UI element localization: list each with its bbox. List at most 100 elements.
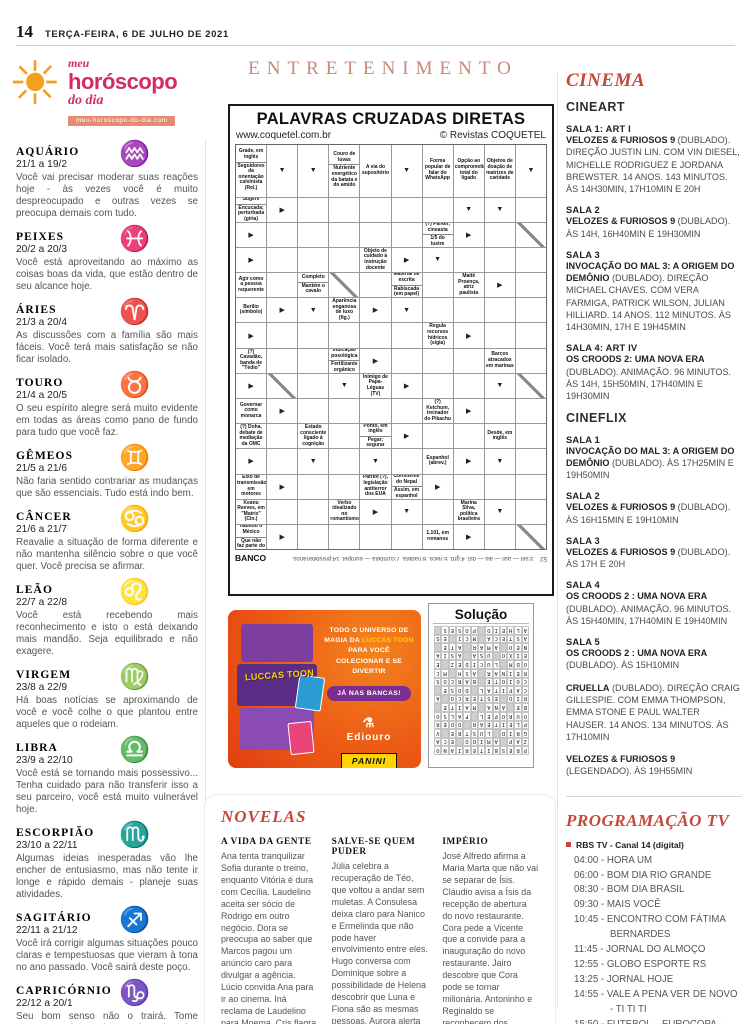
crossword-cell [267, 323, 298, 348]
zodiac-symbol-icon: ♓ [119, 225, 151, 254]
arrow-icon: ▶ [248, 256, 254, 264]
cinema-session: SALA 5 OS CROODS 2 : UMA NOVA ERA (DUBLA… [566, 637, 742, 672]
arrow-icon: ▶ [466, 332, 472, 340]
arrow-icon: ▼ [403, 167, 411, 174]
crossword-cell [484, 399, 515, 424]
session-info: (DUBLADO). DIREÇÃO MICHAEL CHAVES. COM V… [566, 273, 731, 333]
crossword-cell: ▶ [453, 399, 484, 424]
arrow-icon: ▶ [279, 307, 285, 315]
crossword-cell [515, 373, 546, 398]
session-room: SALA 2 [566, 205, 600, 216]
arrow-icon: ▶ [248, 231, 254, 239]
horoscope-sign: AQUÁRIO ♒ 21/1 a 19/2 Você vai precisar … [16, 142, 200, 221]
crossword-cell [267, 247, 298, 273]
session-details: OS CROODS 2 : UMA NOVA ERA (DUBLADO). ÀS… [566, 647, 742, 672]
tv-show-row: 14:55 - VALE A PENA VER DE NOVO - TI TI … [574, 989, 738, 1015]
crossword-cell: ▶ [267, 298, 298, 323]
crossword-cell: Marina Silva, política brasileira [453, 499, 484, 524]
crossword-cell: ▼ [484, 197, 515, 222]
crossword-cell [391, 449, 422, 474]
arrow-icon: ▼ [403, 306, 411, 314]
novela-item: IMPÉRIO José Alfredo afirma a Maria Mart… [442, 837, 539, 1024]
sign-name: CAPRICÓRNIO [16, 984, 112, 997]
crossword-cell: Eixo de transmissão em motores [236, 474, 267, 499]
crossword-cell [484, 222, 515, 247]
horoscope-sign: TOURO ♉ 21/4 a 20/5 O seu espírito alegr… [16, 372, 200, 439]
crossword-cell [298, 247, 329, 273]
clue-text-secondary: Fertilizante orgânico [329, 360, 360, 373]
crossword-copyright: © Revistas COQUETEL [439, 129, 546, 141]
sign-dates: 23/8 a 22/9 [16, 681, 67, 693]
crossword-cell: ▶ [267, 197, 298, 222]
arrow-icon: ▼ [309, 457, 317, 465]
crossword-cell: Patriot (?), legislação antiterror dos E… [360, 474, 391, 499]
sign-name: ÁRIES [16, 303, 57, 316]
entertainment-column: ENTRETENIMENTO PALAVRAS CRUZADAS DIRETAS… [204, 58, 556, 1024]
crossword-cell [298, 222, 329, 247]
crossword-cell [298, 197, 329, 222]
crossword-cell [391, 348, 422, 373]
crossword-cell: ▶ [236, 247, 267, 273]
horoscope-sign: VIRGEM ♍ 23/8 a 22/9 Há boas notícias se… [16, 664, 200, 731]
novela-title: A VIDA DA GENTE [221, 837, 312, 847]
clue-text: (?) Ketchum, treinador do Pikachu [424, 399, 451, 422]
crossword-cell [453, 474, 484, 499]
crossword-cell: (?) Ketchum, treinador do Pikachu [422, 399, 453, 424]
clue-text-secondary: 1/5 do lustre [422, 234, 453, 247]
cinema-session: SALA 1: ART I VELOZES & FURIOSOS 9 (DUBL… [566, 124, 742, 195]
clue-text: (?) Parker, cineasta [425, 222, 450, 233]
crossword-cell: ▶ [453, 323, 484, 348]
crossword-cell [267, 499, 298, 524]
sign-name: CÂNCER [16, 510, 72, 523]
crossword-cell: Forma popular de falar do WhatsApp [422, 144, 453, 197]
sign-dates: 21/6 a 21/7 [16, 523, 67, 535]
clue-text: Maitê Proença, atriz paulista [458, 273, 480, 296]
crossword-cell: Agir como a pessoa requerente [236, 273, 267, 298]
banco-number: 52 [539, 554, 547, 562]
crossword-cell: Grade, em inglês Seguidores da orientaçã… [236, 144, 267, 197]
crossword-cell [391, 399, 422, 424]
clue-text: Indicação posológica [331, 348, 358, 359]
novela-summary: José Alfredo afirma a Maria Marta que nã… [442, 851, 539, 1024]
session-info: (DUBLADO). DIREÇÃO JUSTIN LIN. COM VIN D… [566, 135, 740, 195]
logo-site-url: meu-horoscopo-do-dia.com [68, 115, 176, 126]
tv-show-row: 08:30 - BOM DIA BRASIL [574, 884, 685, 896]
ad-trading-card [287, 720, 315, 756]
sign-text: Algumas ideias inesperadas vão lhe enche… [16, 852, 198, 900]
crossword-cell [515, 449, 546, 474]
sign-dates: 21/3 a 20/4 [16, 316, 67, 328]
crossword-cell [298, 524, 329, 550]
crossword-cell: Sugere Encucada; perturbada (gíria) [236, 197, 267, 222]
header-divider [16, 45, 735, 46]
sign-name: AQUÁRIO [16, 146, 80, 158]
crossword-cell: 1.101, em romanos [422, 524, 453, 550]
arrow-icon: ▶ [248, 332, 254, 340]
session-details: VELOZES & FURIOSOS 9 (DUBLADO). ÀS 14H, … [566, 215, 742, 240]
zodiac-symbol-icon: ♎ [119, 735, 151, 764]
crossword-cell: Civilização que habitou o México Que não… [236, 524, 267, 550]
clue-text: Governar como monarca [239, 401, 263, 419]
crossword-cell [453, 298, 484, 323]
theater-name-cineflix: CINEFLIX [566, 410, 627, 425]
crossword-cell: ▼ [484, 373, 515, 398]
crossword-cell [422, 424, 453, 449]
crossword-cell [422, 373, 453, 398]
sign-text: O seu espírito alegre será muito evident… [16, 402, 198, 439]
sign-dates: 21/5 a 21/6 [16, 462, 67, 474]
arrow-icon: ▼ [434, 256, 442, 264]
session-info: (DUBLADO). ÀS 17H25MIN E 19H50MIN [566, 457, 734, 481]
crossword-cell: Objeto de cuidado à instrução docente [360, 247, 391, 273]
crossword-cell: ▶ [360, 499, 391, 524]
crossword-cell: Governar como monarca [236, 399, 267, 424]
arrow-icon: ▼ [278, 167, 286, 174]
sign-dates: 20/2 a 20/3 [16, 244, 67, 256]
crossword-cell [391, 197, 422, 222]
crossword-cell [515, 474, 546, 499]
arrow-icon: ▼ [465, 206, 473, 214]
session-movie-title: INVOCAÇÃO DO MAL 3: A ORIGEM DO DEMÔNIO [566, 260, 735, 284]
